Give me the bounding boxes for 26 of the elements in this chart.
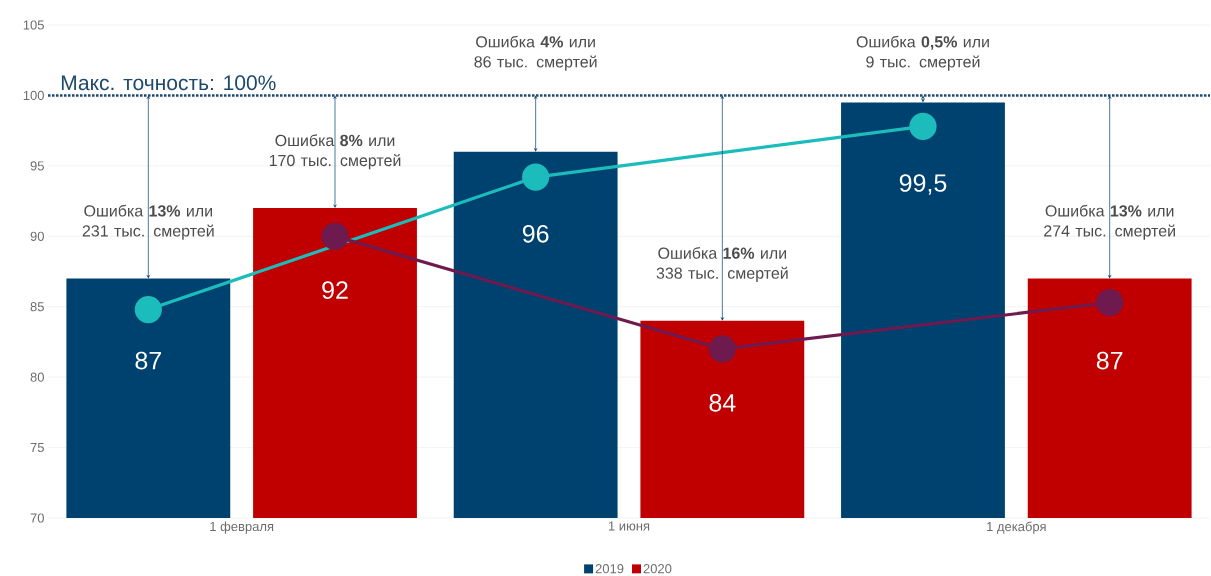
data-label: 96 <box>522 224 549 243</box>
y-tick-label: 100 <box>23 90 44 101</box>
legend-label: 2019 <box>595 564 624 574</box>
annotation: Ошибка 13% или 274 тыс. смертей <box>1044 204 1175 240</box>
data-label: 87 <box>1096 351 1123 370</box>
ref-line-label: Макс. точность: 100% <box>61 75 276 91</box>
y-tick-label: 95 <box>30 161 44 171</box>
y-tick-label: 70 <box>30 513 44 523</box>
x-tick-label: 1 февраля <box>210 521 274 534</box>
data-label: 84 <box>709 393 736 412</box>
y-tick-label: 105 <box>23 20 44 30</box>
y-tick-label: 80 <box>30 372 44 382</box>
data-label: 87 <box>135 351 161 370</box>
y-tick-label: 75 <box>30 443 44 453</box>
y-tick-label: 85 <box>30 302 44 312</box>
annotation: Ошибка 0,5% или 9 тыс. смертей <box>856 35 989 71</box>
x-tick-label: 1 июня <box>608 521 650 531</box>
annotation: Ошибка 4% или 86 тыс. смертей <box>474 35 597 71</box>
legend-label: 2020 <box>643 564 672 574</box>
annotation: Ошибка 8% или 170 тыс. смертей <box>269 134 401 170</box>
y-tick-label: 90 <box>30 231 44 241</box>
data-label: 92 <box>322 281 348 299</box>
x-tick-label: 1 декабря <box>987 521 1046 534</box>
data-label: 99,5 <box>899 174 947 195</box>
annotation: Ошибка 16% или 338 тыс. смертей <box>656 246 788 282</box>
annotation: Ошибка 13% или 231 тыс. смертей <box>82 204 214 240</box>
